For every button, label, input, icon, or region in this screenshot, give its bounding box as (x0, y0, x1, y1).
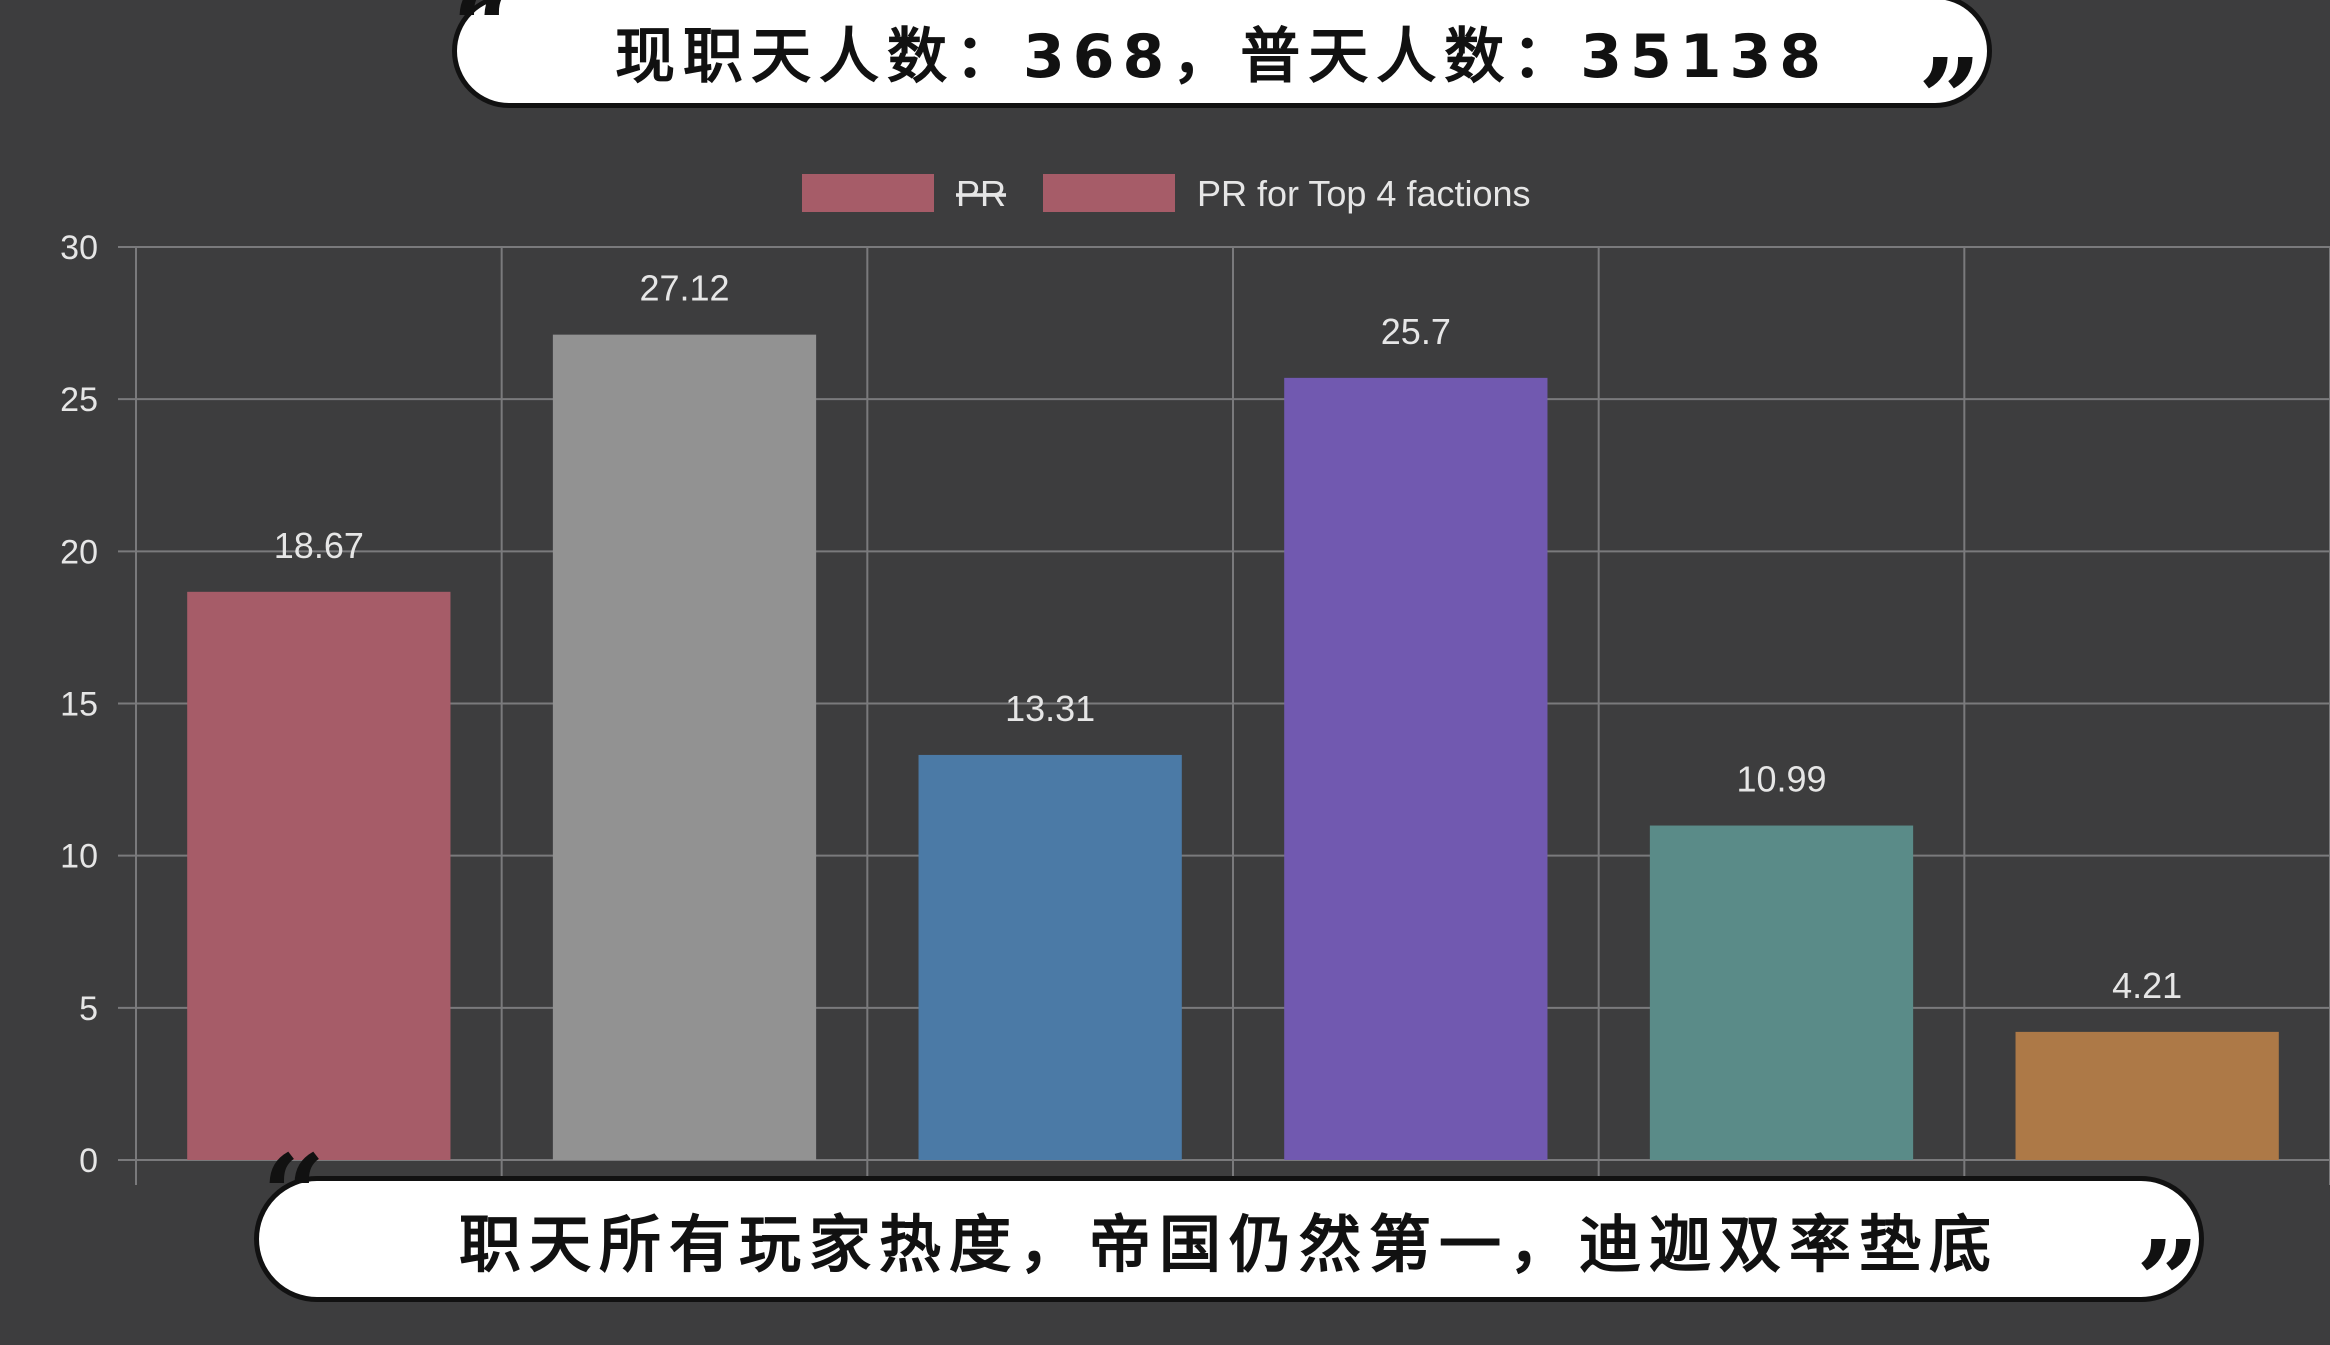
grid-lines (118, 246, 2330, 1185)
bar (1649, 825, 1914, 1160)
y-axis-ticks: 0 5 10 15 20 25 30 (60, 229, 98, 1180)
bar (552, 334, 817, 1160)
bar (187, 591, 451, 1160)
open-quote-bottom: “ (262, 1130, 326, 1259)
data-label: 10.99 (1736, 759, 1826, 800)
caption-top-text: 现职天人数：368，普天人数：35138 (615, 21, 1829, 92)
bar (1284, 377, 1548, 1160)
bar (918, 754, 1182, 1160)
caption-top: 现职天人数：368，普天人数：35138 (452, 0, 1992, 108)
data-labels: 18.67 27.12 13.31 25.7 10.99 4.21 (274, 268, 2182, 1006)
bars (187, 334, 2279, 1160)
bar (2015, 1031, 2279, 1160)
y-tick-label: 20 (60, 533, 98, 571)
y-tick-label: 0 (79, 1142, 98, 1180)
y-tick-label: 5 (79, 990, 98, 1028)
data-label: 18.67 (274, 525, 364, 566)
close-quote-top: ” (1918, 34, 1982, 163)
legend-swatch[interactable] (802, 174, 934, 212)
y-tick-label: 25 (60, 381, 98, 419)
data-label: 27.12 (639, 268, 729, 309)
close-quote-bottom: ” (2136, 1216, 2200, 1345)
caption-bottom-text: 职天所有玩家热度，帝国仍然第一，迪迦双率垫底 (458, 1208, 1999, 1281)
legend-swatch[interactable] (1043, 174, 1175, 212)
y-tick-label: 30 (60, 229, 98, 267)
bar-chart: 0 5 10 15 20 25 30 18.67 27.12 13.31 25.7 10.99 4.2… (60, 173, 2330, 1185)
y-tick-label: 10 (60, 838, 98, 876)
data-label: 4.21 (2112, 965, 2182, 1006)
data-label: 13.31 (1005, 688, 1095, 729)
legend-label[interactable]: PR for Top 4 factions (1197, 173, 1531, 214)
data-label: 25.7 (1381, 311, 1451, 352)
caption-bottom: 职天所有玩家热度，帝国仍然第一，迪迦双率垫底 (254, 1176, 2204, 1302)
legend-label[interactable]: PR (956, 173, 1006, 214)
y-tick-label: 15 (60, 686, 98, 724)
legend[interactable]: PR PR for Top 4 factions (802, 173, 1531, 214)
open-quote-top: “ (452, 0, 516, 91)
